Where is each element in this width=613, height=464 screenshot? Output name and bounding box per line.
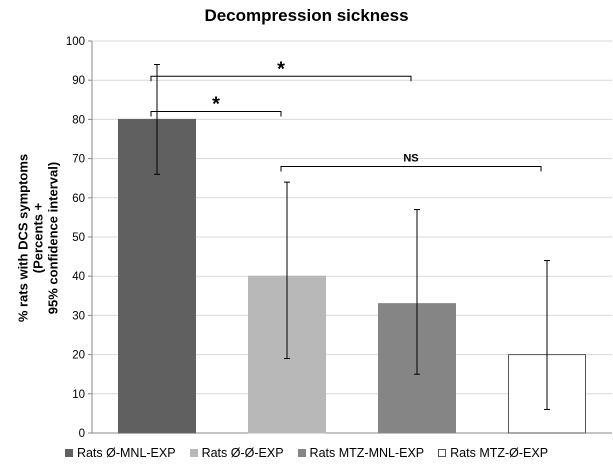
bar-1	[118, 118, 196, 434]
legend-label: Rats Ø-MNL-EXP	[76, 446, 176, 460]
y-tick-label: 40	[72, 271, 85, 283]
legend-item-rats-o-mnl-exp: Rats Ø-MNL-EXP	[64, 446, 176, 460]
y-tick-label: 80	[72, 114, 85, 126]
significance-label-2: *	[212, 94, 220, 116]
y-tick-label: 30	[72, 310, 85, 322]
significance-bracket-3	[280, 165, 542, 172]
y-tick-label: 90	[72, 75, 85, 87]
legend-swatch	[297, 449, 306, 457]
legend-item-rats-mtz-mnl-exp: Rats MTZ-MNL-EXP	[297, 446, 425, 460]
significance-bracket-2	[150, 111, 282, 117]
legend-swatch	[438, 449, 447, 457]
chart-title: Decompression sickness	[204, 6, 409, 25]
legend: Rats Ø-MNL-EXP Rats Ø-Ø-EXP Rats MTZ-MNL…	[0, 446, 613, 460]
y-tick-label: 10	[72, 389, 85, 401]
y-tick-label: 50	[72, 232, 85, 244]
legend-swatch	[64, 449, 73, 457]
legend-label: Rats Ø-Ø-EXP	[201, 446, 284, 460]
significance-label-1: *	[277, 58, 285, 80]
significance-bracket-1	[150, 75, 412, 82]
legend-item-rats-o-o-exp: Rats Ø-Ø-EXP	[189, 446, 284, 460]
y-tick-label: 0	[79, 428, 85, 440]
legend-label: Rats MTZ-Ø-EXP	[450, 446, 549, 460]
legend-item-rats-mtz-o-exp: Rats MTZ-Ø-EXP	[438, 446, 548, 460]
legend-swatch	[189, 449, 198, 457]
y-tick-label: 20	[72, 350, 85, 362]
y-tick-label: 70	[72, 154, 85, 166]
significance-label-3: NS	[403, 152, 418, 164]
legend-label: Rats MTZ-MNL-EXP	[309, 446, 425, 460]
y-tick-label: 100	[66, 36, 85, 48]
y-tick-label: 60	[72, 193, 85, 205]
